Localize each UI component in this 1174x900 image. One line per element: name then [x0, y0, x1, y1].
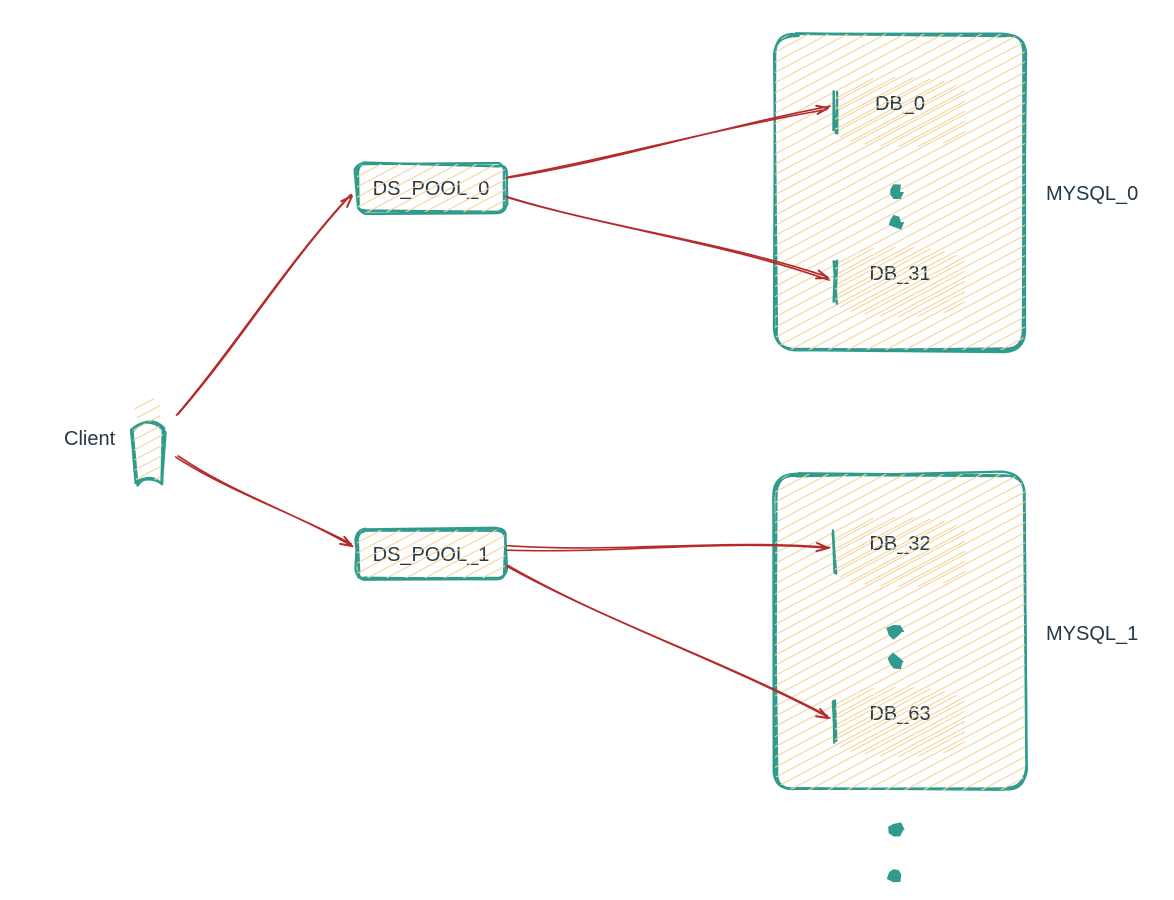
edge-pool0-db0: [506, 106, 830, 178]
ellipsis-dot: [886, 625, 904, 640]
ellipsis-dot: [890, 184, 904, 199]
ellipsis-dot: [887, 869, 902, 882]
label-mysql0_label: MYSQL_0: [1046, 183, 1138, 205]
edge-client-pool1: [176, 456, 353, 546]
ellipsis-dot: [888, 822, 905, 836]
edge-pool0-db31: [506, 196, 829, 280]
edge-client-pool0: [177, 195, 353, 416]
label-mysql1_label: MYSQL_1: [1046, 623, 1138, 645]
client-actor: [131, 396, 165, 486]
ellipsis-dot: [889, 215, 904, 230]
label-client_label: Client: [64, 428, 116, 450]
